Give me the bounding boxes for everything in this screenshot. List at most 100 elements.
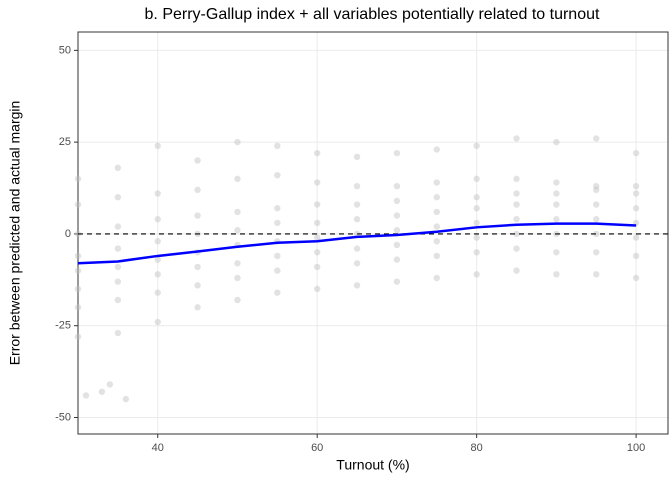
y-tick-label: -50 bbox=[55, 411, 71, 423]
point bbox=[393, 197, 401, 205]
chart-title: b. Perry-Gallup index + all variables po… bbox=[145, 6, 600, 23]
point bbox=[106, 381, 114, 388]
point bbox=[632, 149, 640, 157]
point bbox=[473, 175, 480, 183]
y-tick-label: 50 bbox=[59, 44, 71, 56]
x-tick-label: 80 bbox=[471, 442, 483, 454]
point bbox=[353, 260, 361, 267]
point bbox=[593, 216, 600, 223]
point bbox=[632, 205, 640, 212]
point bbox=[313, 249, 321, 256]
point bbox=[593, 135, 600, 142]
point bbox=[553, 190, 560, 197]
point bbox=[632, 252, 640, 260]
point bbox=[234, 260, 241, 267]
point bbox=[313, 263, 321, 271]
point bbox=[473, 271, 480, 278]
point bbox=[393, 149, 401, 157]
point bbox=[513, 201, 520, 208]
point bbox=[154, 190, 161, 197]
point bbox=[194, 282, 201, 289]
x-axis-label: Turnout (%) bbox=[336, 457, 409, 473]
trend-line bbox=[77, 222, 637, 265]
point bbox=[353, 201, 361, 208]
point bbox=[114, 263, 122, 271]
point bbox=[593, 230, 600, 238]
point bbox=[433, 238, 440, 245]
point bbox=[114, 296, 122, 304]
point bbox=[632, 182, 640, 190]
point bbox=[82, 392, 90, 399]
point bbox=[393, 182, 401, 190]
point bbox=[553, 216, 560, 223]
point bbox=[274, 219, 281, 227]
point bbox=[74, 201, 82, 208]
point bbox=[194, 157, 201, 164]
point bbox=[234, 138, 241, 146]
point bbox=[433, 179, 440, 186]
point bbox=[473, 234, 480, 241]
point bbox=[433, 223, 440, 230]
point bbox=[553, 179, 560, 186]
point bbox=[632, 274, 640, 282]
point bbox=[154, 318, 161, 326]
point bbox=[353, 216, 361, 223]
point bbox=[274, 142, 281, 150]
point bbox=[513, 245, 520, 252]
point bbox=[313, 149, 321, 157]
point bbox=[553, 249, 560, 256]
point bbox=[513, 190, 520, 197]
y-tick-label: -25 bbox=[55, 320, 71, 332]
point bbox=[313, 219, 321, 227]
point bbox=[473, 205, 480, 212]
panel-border bbox=[77, 31, 669, 435]
point bbox=[473, 219, 480, 227]
point bbox=[274, 289, 281, 296]
point bbox=[234, 175, 241, 183]
point bbox=[593, 271, 600, 278]
point bbox=[313, 201, 321, 208]
point bbox=[114, 278, 122, 285]
point bbox=[194, 263, 201, 271]
y-tick-label: 0 bbox=[65, 228, 71, 240]
point bbox=[154, 271, 161, 278]
point bbox=[393, 212, 401, 219]
point bbox=[353, 182, 361, 190]
point bbox=[313, 179, 321, 186]
point bbox=[593, 182, 600, 190]
point bbox=[274, 205, 281, 212]
point bbox=[393, 256, 401, 263]
point bbox=[313, 285, 321, 293]
point bbox=[234, 274, 241, 282]
point bbox=[194, 212, 201, 219]
point bbox=[234, 208, 241, 216]
point bbox=[473, 142, 480, 150]
point bbox=[114, 194, 122, 201]
point bbox=[154, 238, 161, 245]
point bbox=[393, 227, 401, 234]
point bbox=[154, 216, 161, 223]
point bbox=[473, 249, 480, 256]
point bbox=[114, 245, 122, 252]
point bbox=[234, 227, 241, 234]
point bbox=[473, 194, 480, 201]
point bbox=[74, 267, 82, 274]
x-tick-label: 60 bbox=[311, 442, 323, 454]
point bbox=[513, 230, 520, 238]
point bbox=[274, 267, 281, 274]
point bbox=[593, 186, 600, 194]
point bbox=[513, 216, 520, 223]
point bbox=[593, 201, 600, 208]
point bbox=[74, 175, 82, 183]
point bbox=[513, 135, 520, 142]
point bbox=[114, 164, 122, 172]
point bbox=[513, 175, 520, 183]
point bbox=[122, 395, 130, 403]
point bbox=[194, 186, 201, 194]
point bbox=[353, 153, 361, 161]
point bbox=[393, 241, 401, 249]
point bbox=[114, 329, 122, 337]
point bbox=[74, 252, 82, 260]
point bbox=[513, 267, 520, 274]
